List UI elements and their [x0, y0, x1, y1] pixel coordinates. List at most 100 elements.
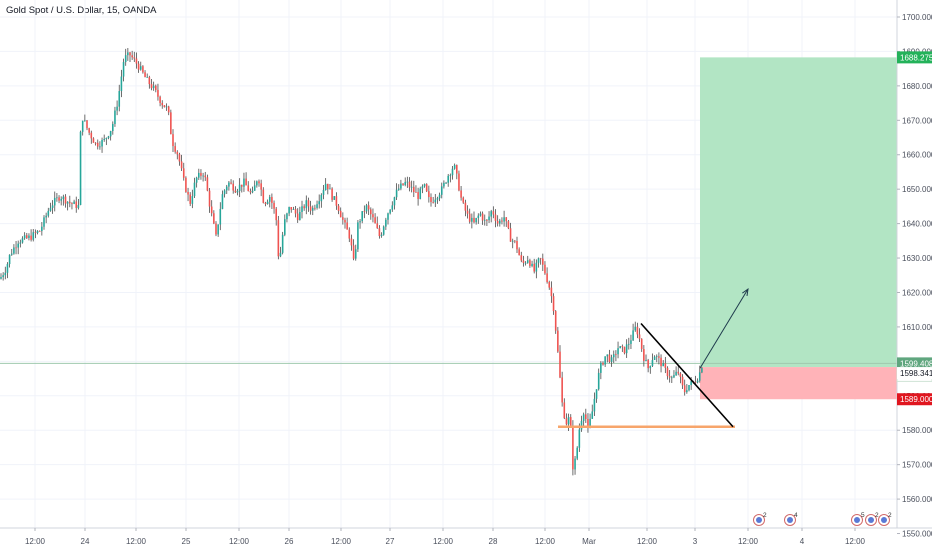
candle-body — [247, 185, 250, 192]
candle-body — [421, 186, 424, 189]
candle-body — [462, 197, 465, 203]
candle-body — [591, 411, 594, 419]
candle-body — [628, 343, 630, 345]
candle-body — [116, 106, 118, 111]
candle-body — [120, 76, 123, 92]
candle-body — [372, 214, 374, 218]
candle-body — [694, 381, 697, 383]
candle-body — [385, 219, 387, 227]
candle-body — [686, 390, 688, 393]
candle-body — [647, 359, 649, 369]
candle-body — [103, 138, 105, 140]
candle-body — [260, 183, 262, 190]
candle-body — [23, 235, 26, 239]
candle-body — [159, 96, 161, 103]
candle-body — [2, 275, 4, 278]
candle-body — [228, 182, 230, 187]
candle-body — [423, 184, 426, 187]
candle-body — [438, 194, 441, 199]
candle-body — [275, 208, 277, 221]
candle-body — [60, 199, 62, 201]
candle-body — [408, 181, 411, 188]
candle-body — [266, 201, 269, 204]
price-tick-label: 1660.000 — [902, 151, 932, 160]
candle-body — [118, 91, 121, 107]
candle-body — [238, 184, 241, 192]
candle-body — [621, 346, 624, 347]
candle-body — [557, 330, 559, 352]
candle-body — [105, 137, 108, 139]
candle-body — [193, 182, 196, 197]
candle-body — [112, 123, 114, 132]
candle-body — [488, 216, 490, 221]
candle-body — [453, 165, 456, 169]
candle-body — [417, 192, 419, 199]
candle-body — [393, 197, 396, 206]
candle-body — [501, 220, 503, 222]
candle-body — [174, 146, 176, 152]
candle-body — [357, 222, 359, 250]
candle-body — [535, 262, 538, 272]
candle-body — [271, 197, 273, 203]
candle-body — [288, 207, 290, 214]
price-tick-label: 1550.000 — [902, 530, 932, 539]
candle-body — [28, 235, 30, 238]
candle-body — [4, 272, 7, 276]
candle-body — [428, 191, 430, 198]
candle-body — [155, 85, 157, 90]
drawings[interactable] — [558, 287, 749, 429]
candle-body — [58, 197, 60, 201]
candle-body — [348, 229, 351, 239]
candle-body — [397, 188, 400, 190]
candle-body — [13, 247, 15, 254]
candle-body — [415, 192, 417, 193]
candle-body — [230, 182, 232, 184]
candle-body — [354, 249, 357, 259]
candle-body — [494, 214, 497, 221]
candle-body — [127, 52, 129, 56]
price-tick-label: 1570.000 — [902, 461, 932, 470]
candle-body — [204, 175, 207, 178]
time-tick-label: 12:00 — [331, 537, 352, 546]
time-tick-label: 12:00 — [433, 537, 454, 546]
candle-body — [419, 188, 422, 199]
candle-body — [88, 128, 90, 133]
candle-body — [129, 52, 131, 56]
candle-body — [651, 359, 654, 366]
candle-body — [350, 238, 353, 246]
candle-body — [550, 287, 553, 297]
candle-body — [595, 389, 598, 399]
candle-body — [376, 223, 379, 229]
candle-body — [604, 356, 606, 365]
candle-body — [146, 77, 148, 78]
candle-body — [451, 168, 454, 176]
trend-line — [640, 322, 734, 428]
candle-body — [49, 207, 52, 211]
candle-body — [400, 183, 402, 189]
candle-body — [389, 209, 391, 214]
candle-body — [597, 372, 600, 390]
candle-body — [352, 245, 355, 259]
candle-body — [434, 199, 437, 203]
candle-body — [529, 260, 531, 266]
candle-body — [34, 232, 37, 234]
candle-body — [273, 202, 275, 209]
candle-body — [202, 175, 204, 177]
candle-body — [43, 217, 45, 227]
candle-body — [606, 354, 609, 357]
target-zone — [700, 57, 897, 368]
event-badges[interactable]: 2 4 5 2 2 — [753, 512, 893, 526]
candle-body — [339, 210, 342, 218]
candle-body — [449, 175, 452, 176]
candle-body — [262, 189, 265, 203]
candle-body — [425, 184, 428, 192]
candle-body — [496, 220, 499, 224]
entry-price-label-bg — [897, 367, 932, 380]
candle-body — [359, 221, 361, 223]
price-tick-label: 1580.000 — [902, 426, 932, 435]
current-price-label: 1599.408 — [900, 359, 932, 368]
candle-body — [299, 212, 301, 220]
candle-body — [456, 165, 458, 174]
candle-body — [303, 206, 305, 209]
